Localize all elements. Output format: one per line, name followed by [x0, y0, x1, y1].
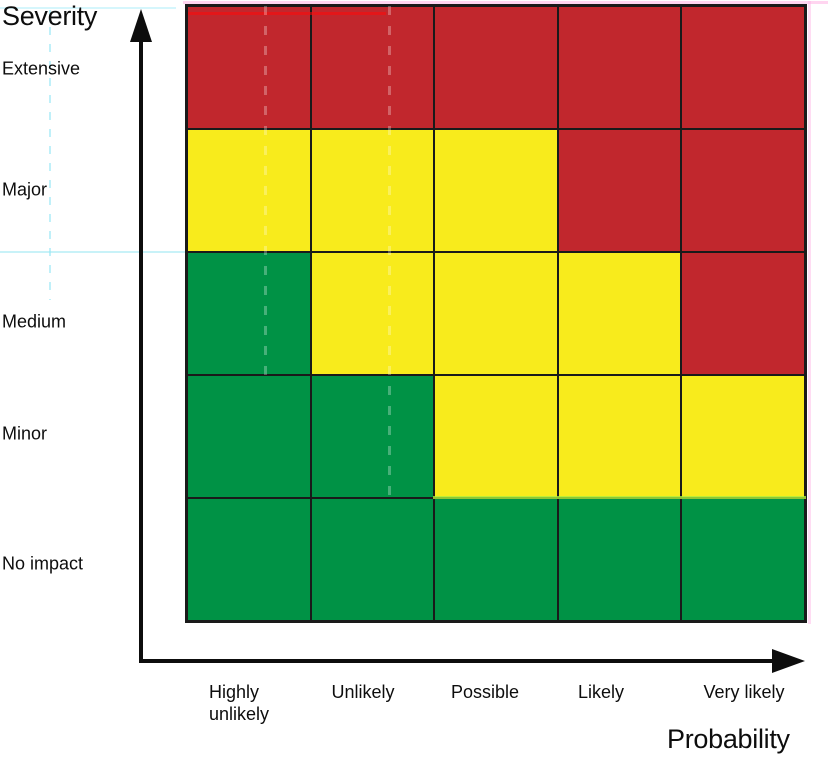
matrix-cell-r1c3: [434, 6, 558, 129]
matrix-cell-r4c3: [434, 375, 558, 498]
matrix-cell-r4c2: [310, 375, 435, 498]
artifact-line: [808, 1, 811, 624]
y-axis-label-major: Major: [2, 179, 48, 200]
matrix-cell-r1c1: [187, 6, 311, 129]
matrix-cell-r5c3: [434, 498, 558, 621]
x-axis-label-very-likely: Very likely: [703, 682, 785, 702]
matrix-cell-r3c1: [187, 252, 311, 375]
x-axis-label-unlikely: Unlikely: [331, 682, 395, 702]
x-axis-label-possible: Possible: [450, 682, 520, 702]
y-axis-label-extensive: Extensive: [2, 58, 81, 79]
matrix-cell-r4c5: [681, 375, 805, 498]
matrix-cell-r1c4: [557, 6, 682, 129]
x-axis-title: Probability: [667, 724, 790, 754]
matrix-cell-r2c5: [681, 129, 805, 252]
y-axis-title: Severity: [2, 1, 98, 31]
matrix-cell-r5c2: [310, 498, 435, 621]
matrix-cell-r2c4: [557, 129, 682, 252]
x-axis-label-highly-unlikely: Highly unlikely: [208, 682, 270, 724]
y-axis-label-medium: Medium: [2, 311, 67, 332]
matrix-cell-r2c3: [434, 129, 558, 252]
matrix-cell-r3c4: [557, 252, 682, 375]
x-axis-label-likely: Likely: [577, 682, 625, 702]
matrix-cell-r2c2: [310, 129, 435, 252]
y-axis-arrow-up-icon: [130, 9, 152, 42]
matrix-cell-r4c4: [557, 375, 682, 498]
matrix-cell-r2c1: [187, 129, 311, 252]
x-axis-line: [139, 659, 777, 663]
matrix-cell-r3c3: [434, 252, 558, 375]
matrix-cell-r5c4: [557, 498, 682, 621]
matrix-cell-r3c5: [681, 252, 805, 375]
matrix-cell-r1c2: [310, 6, 435, 129]
y-axis-label-minor: Minor: [2, 423, 48, 444]
matrix-cell-r3c2: [310, 252, 435, 375]
y-axis-label-no-impact: No impact: [2, 553, 84, 574]
matrix-cell-r4c1: [187, 375, 311, 498]
y-axis-line: [139, 34, 143, 663]
x-axis-arrow-right-icon: [772, 649, 805, 673]
matrix-cell-r1c5: [681, 6, 805, 129]
matrix-cell-r5c5: [681, 498, 805, 621]
matrix-cell-r5c1: [187, 498, 311, 621]
risk-matrix-grid: [185, 4, 807, 623]
artifact-line: [49, 10, 51, 300]
